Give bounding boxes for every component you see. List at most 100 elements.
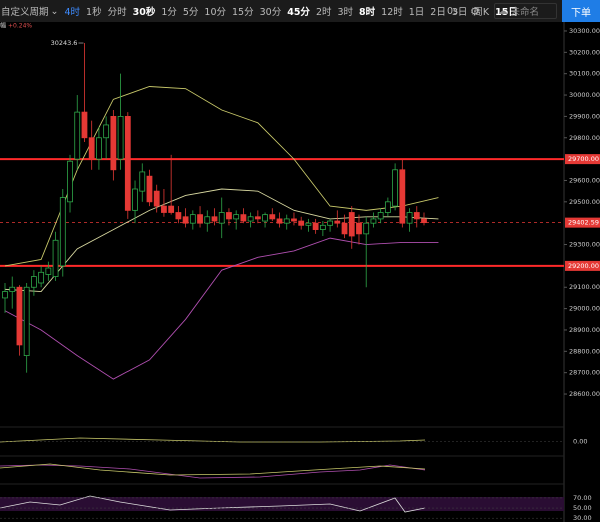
candle-body <box>81 111 88 139</box>
candle-body <box>413 212 420 220</box>
candle-body <box>168 205 175 213</box>
candle-body <box>189 214 196 224</box>
change-label: 幅 <box>0 22 6 30</box>
y-tick-label: 28600.00 <box>569 390 600 398</box>
interval[interactable]: 周K <box>473 7 490 18</box>
candle-body <box>269 214 276 220</box>
candle-body <box>334 220 341 224</box>
candle-body <box>319 224 326 230</box>
y-tick-label: 29900.00 <box>569 112 600 120</box>
intervals: 4时 1秒 分时 30秒 1分 5分 10分 15分 30分 45分 2时 3时 8时 12时 1日 2日 3日… <box>64 4 523 18</box>
candle-body <box>23 286 30 356</box>
candle-body <box>218 212 225 224</box>
candle-body <box>363 222 370 235</box>
interval[interactable]: 4时 <box>64 7 81 18</box>
candle-body <box>341 222 348 235</box>
candle-body <box>305 222 312 226</box>
candle-body <box>370 218 377 224</box>
indicator-tick-label: 70.00 <box>573 494 592 502</box>
y-tick-label: 29000.00 <box>569 305 600 313</box>
y-tick-label: 28900.00 <box>569 326 600 334</box>
interval[interactable]: 30秒 <box>132 7 156 18</box>
settings-icon[interactable]: ⚙ <box>470 4 480 18</box>
candle-body <box>182 216 189 224</box>
candle-body <box>132 188 138 211</box>
y-tick-label: 30200.00 <box>569 48 600 56</box>
candle-body <box>298 220 305 226</box>
kdj-line <box>0 463 426 476</box>
last-price-label: 29402.59 <box>568 219 599 227</box>
dropdown-arrow: ⌄ <box>50 5 59 17</box>
period-menu[interactable]: 自定义周期 <box>1 7 49 18</box>
level-tag <box>565 260 600 271</box>
order-button[interactable]: 下单 <box>562 0 600 22</box>
y-tick-label: 28800.00 <box>569 347 600 355</box>
candle-body <box>45 267 52 275</box>
y-tick-label: 28700.00 <box>569 369 600 377</box>
candle-body <box>291 218 297 222</box>
interval[interactable]: 1分 <box>161 7 177 18</box>
candle-body <box>103 124 110 139</box>
interval[interactable]: 1秒 <box>86 7 102 18</box>
interval[interactable]: 15分 <box>232 7 254 18</box>
y-tick-label: 29500.00 <box>569 198 600 206</box>
level-label: 29700.00 <box>568 155 599 163</box>
candle-body <box>356 222 362 235</box>
layout-box[interactable]: ☁ 未命名 <box>494 3 557 19</box>
high-label: 30243.6 <box>51 39 78 47</box>
interval[interactable]: 5分 <box>182 7 199 18</box>
interval[interactable]: 分时 <box>107 7 127 18</box>
candle-body <box>74 111 81 160</box>
candle-body <box>377 212 384 220</box>
interval[interactable]: 3时 <box>337 7 354 18</box>
interval[interactable]: 2日 <box>430 7 446 18</box>
candle-body <box>247 216 254 222</box>
interval[interactable]: 2时 <box>315 7 332 18</box>
candle-body <box>226 212 232 220</box>
y-tick-label: 29600.00 <box>569 176 600 184</box>
interval[interactable]: 3日 <box>451 7 468 18</box>
level-tag <box>565 154 600 165</box>
chart-bg <box>0 22 600 522</box>
candle-body <box>348 212 355 237</box>
y-tick-label: 29800.00 <box>569 134 600 142</box>
interval[interactable]: 1日 <box>408 7 425 18</box>
y-tick-label: 29300.00 <box>569 241 600 249</box>
candle-body <box>38 271 45 284</box>
candle-body <box>204 216 211 224</box>
candle-body <box>52 239 59 277</box>
interval[interactable]: 12时 <box>381 7 403 18</box>
candle-body <box>117 115 124 160</box>
rsi-band <box>0 497 564 511</box>
candle-body <box>240 214 247 222</box>
chart: 幅 +0.24% 30300.00 30200.00 30100.00 30000.0… <box>0 22 600 522</box>
candle-body <box>30 276 37 288</box>
candle-body <box>399 169 406 224</box>
interval[interactable]: 15日 <box>495 7 518 18</box>
candle-body <box>262 214 268 222</box>
candle-body <box>384 201 391 213</box>
candle-body <box>110 115 117 171</box>
candle-body <box>67 160 73 203</box>
candle-body <box>96 137 102 160</box>
indicator-tick-label: 50.00 <box>573 504 592 512</box>
indicator-tick-label: 30.00 <box>573 514 592 522</box>
indicator-tick-label: 0.00 <box>573 438 587 446</box>
toolbar: 自定义周期 ⌄ 4时 1秒 分时 30秒 1分 5分 10分 15分 30分 45分 2时 3时 8时 1… <box>0 0 600 22</box>
candle-body <box>16 286 23 346</box>
candle-body <box>175 212 182 220</box>
y-tick-label: 30300.00 <box>569 27 600 35</box>
candle-body <box>254 216 261 220</box>
candle-body <box>139 171 146 192</box>
candle-body <box>153 190 160 207</box>
last-price-tag <box>565 217 600 228</box>
candle-body <box>161 205 167 213</box>
candle-body <box>276 218 283 224</box>
candle-body <box>392 169 399 207</box>
interval[interactable]: 10分 <box>204 7 227 18</box>
interval[interactable]: 8时 <box>359 7 376 18</box>
interval[interactable]: 30分 <box>259 7 282 18</box>
interval[interactable]: 45分 <box>287 7 310 18</box>
candle-body <box>406 212 413 224</box>
